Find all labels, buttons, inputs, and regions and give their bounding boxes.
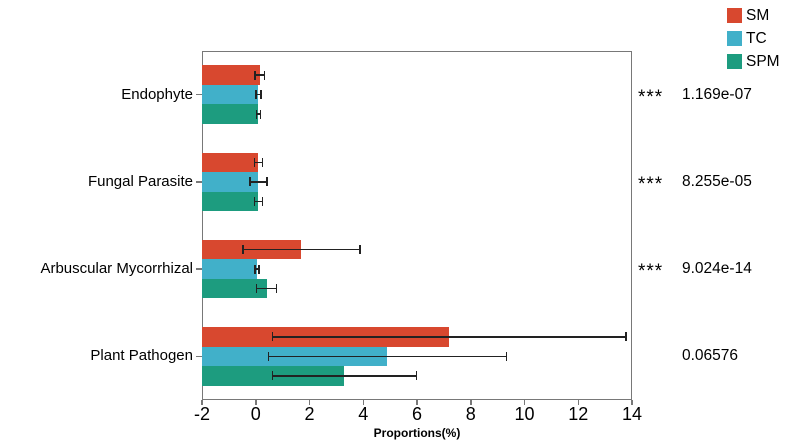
error-bar-cap (261, 157, 263, 167)
y-tick (196, 93, 202, 96)
error-bar-cap (271, 371, 274, 381)
error-bar-cap (249, 177, 251, 187)
p-value: 1.169e-07 (682, 85, 752, 103)
error-bar-cap (271, 332, 274, 342)
bar-sm-endophyte (202, 65, 260, 85)
significance-stars: *** (638, 86, 664, 108)
x-tick-label: 6 (411, 404, 422, 424)
error-bar (255, 287, 278, 290)
bar-spm-endophyte (202, 104, 259, 124)
error-bar-cap (255, 284, 258, 294)
bar-tc-fungal-parasite (202, 172, 259, 192)
category-label-arbuscular-mycorrhizal: Arbuscular Mycorrhizal (40, 260, 193, 278)
legend-item-spm: SPM (727, 50, 780, 73)
legend: SM TC SPM (727, 4, 780, 73)
error-bar (267, 355, 508, 358)
annotation-row-fungal-parasite: *** 8.255e-05 (638, 171, 752, 195)
error-bar-cap (505, 351, 508, 361)
error-bar (253, 161, 263, 164)
x-tick (362, 400, 364, 405)
y-tick (196, 268, 202, 270)
error-bar-cap (260, 90, 262, 100)
error-bar-cap (255, 90, 257, 100)
error-bar (253, 200, 263, 203)
error-bar-cap (266, 177, 268, 187)
error-bar-cap (263, 70, 266, 80)
error-bar-cap (254, 70, 256, 80)
error-bar (254, 268, 260, 270)
error-bar-cap (415, 371, 417, 381)
bar-tc-endophyte (202, 84, 259, 105)
error-bar-cap (261, 196, 263, 206)
annotation-row-arbuscular-mycorrhizal: *** 9.024e-14 (638, 258, 752, 283)
x-tick (523, 400, 526, 405)
error-bar (254, 74, 266, 76)
significance-stars: *** (638, 261, 664, 283)
legend-swatch-sm (727, 8, 742, 23)
legend-swatch-tc (727, 31, 742, 46)
annotation-row-endophyte: *** 1.169e-07 (638, 84, 752, 108)
legend-item-tc: TC (727, 27, 780, 50)
bar-spm-fungal-parasite (202, 191, 259, 212)
x-tick-label: 8 (465, 404, 476, 424)
error-bar (249, 181, 268, 183)
error-bar-cap (253, 157, 256, 167)
error-bar-cap (255, 109, 258, 119)
legend-swatch-spm (727, 54, 742, 69)
significance-stars: *** (638, 173, 664, 195)
bar-spm-arbuscular-mycorrhizal (202, 278, 267, 299)
legend-label: SPM (746, 52, 780, 70)
error-bar-cap (275, 284, 278, 294)
x-tick-label: -2 (193, 404, 210, 424)
legend-label: TC (746, 29, 767, 47)
error-bar-cap (259, 109, 262, 119)
x-tick-label: 4 (358, 404, 369, 424)
p-value: 8.255e-05 (682, 172, 752, 190)
p-value: 0.06576 (682, 347, 739, 365)
x-tick-label: 10 (514, 404, 535, 424)
error-bar-cap (254, 264, 256, 274)
y-tick (196, 355, 202, 358)
error-bar (242, 248, 361, 251)
error-bar-cap (258, 264, 260, 274)
category-label-plant-pathogen: Plant Pathogen (90, 347, 193, 365)
x-axis-title: Proportions(%) (373, 426, 461, 440)
error-bar (255, 93, 262, 96)
x-tick (416, 400, 418, 405)
x-tick (470, 400, 472, 405)
error-bar (271, 336, 627, 338)
error-bar-cap (359, 245, 361, 255)
p-value: 9.024e-14 (682, 260, 752, 278)
legend-label: SM (746, 6, 770, 24)
x-tick-label: 0 (250, 404, 261, 424)
x-tick (201, 400, 203, 405)
x-tick (308, 400, 311, 405)
x-tick (631, 400, 633, 405)
x-tick (255, 400, 257, 405)
y-tick (196, 181, 202, 183)
legend-item-sm: SM (727, 4, 780, 27)
x-tick-label: 2 (304, 404, 315, 424)
x-tick (577, 400, 579, 405)
category-label-fungal-parasite: Fungal Parasite (87, 172, 193, 190)
x-tick-label: 14 (621, 404, 643, 424)
bar-sm-fungal-parasite (202, 152, 259, 173)
annotation-row-plant-pathogen: 0.06576 (638, 345, 738, 367)
error-bar-cap (242, 245, 244, 255)
error-bar-cap (253, 196, 256, 206)
x-tick-label: 12 (568, 404, 589, 424)
error-bar-cap (625, 332, 627, 342)
error-bar-cap (267, 351, 270, 361)
error-bar (271, 375, 417, 377)
bar-tc-arbuscular-mycorrhizal (202, 259, 258, 279)
category-label-endophyte: Endophyte (121, 85, 193, 103)
error-bar (255, 113, 262, 115)
